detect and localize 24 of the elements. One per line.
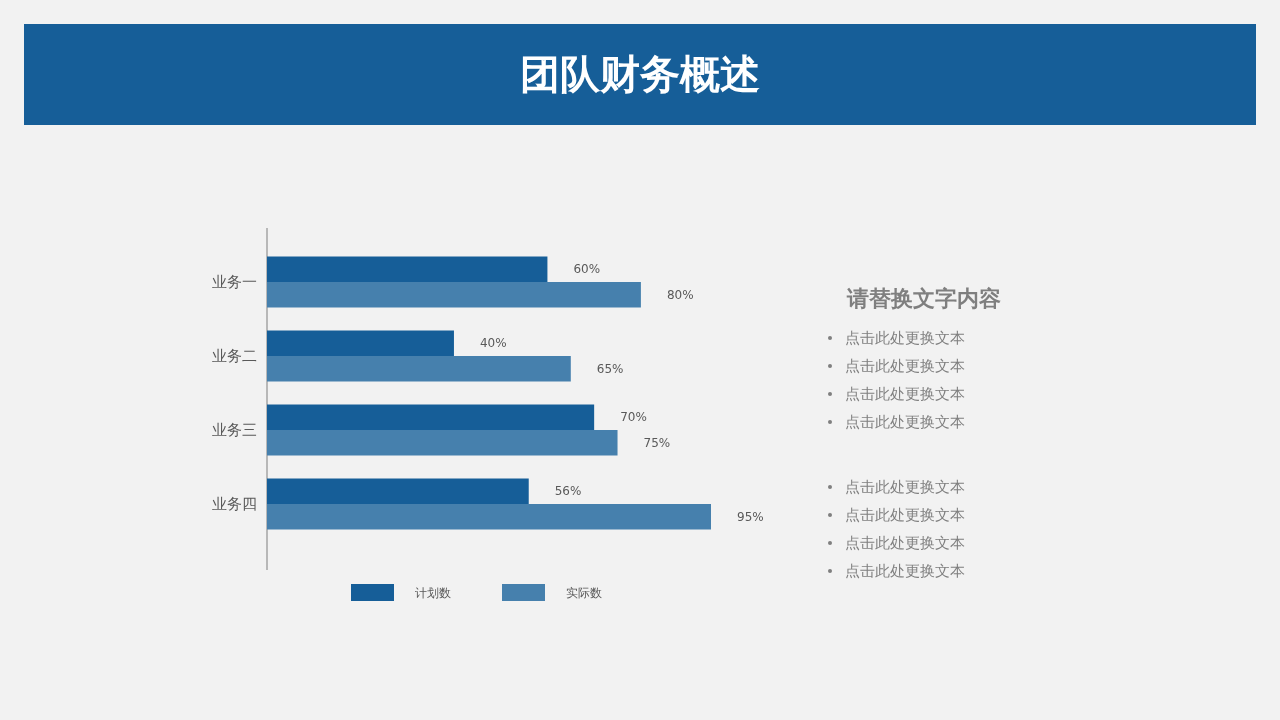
data-label: 75% <box>643 435 671 450</box>
card-text: 点击此处更换文本 <box>845 478 965 496</box>
category-label: 业务四 <box>212 495 257 513</box>
legend-label: 计划数 <box>415 586 451 600</box>
category-label: 业务三 <box>212 421 257 439</box>
card-text: 点击此处更换文本 <box>845 413 965 431</box>
category-label: 业务二 <box>212 347 257 365</box>
data-label: 56% <box>554 484 582 499</box>
data-label: 95% <box>737 509 764 524</box>
data-label: 40% <box>479 336 507 351</box>
title: 团队财务概述 <box>520 51 760 97</box>
card-text: 点击此处更换文本 <box>845 357 965 375</box>
data-label: 70% <box>620 410 647 425</box>
card-text: 点击此处更换文本 <box>845 534 965 552</box>
card-text: 点击此处更换文本 <box>845 329 965 347</box>
data-label: 65% <box>596 361 624 376</box>
card-text: 点击此处更换文本 <box>845 385 965 403</box>
data-label: 80% <box>666 287 694 302</box>
card-title: 请替换文字内容 <box>847 286 1001 311</box>
legend-label: 实际数 <box>566 586 602 600</box>
data-label: 60% <box>573 262 601 277</box>
card-text: 点击此处更换文本 <box>845 562 965 580</box>
category-label: 业务一 <box>212 273 257 291</box>
card-text: 点击此处更换文本 <box>845 506 965 524</box>
